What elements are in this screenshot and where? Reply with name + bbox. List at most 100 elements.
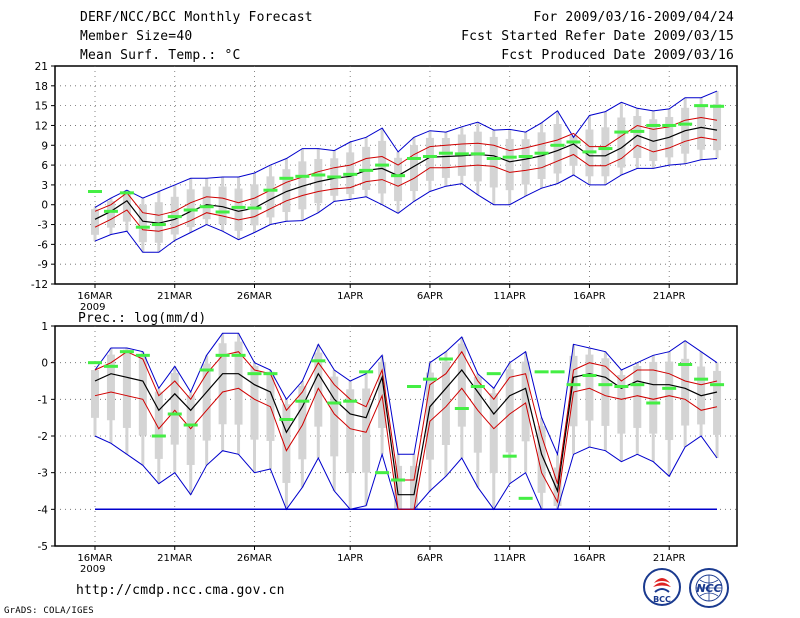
prec-xtick-label: 16APR — [573, 553, 606, 564]
temp-obs-marker — [119, 191, 134, 195]
prec-box — [521, 361, 530, 442]
temp-mean-line — [94, 126, 718, 224]
prec-box — [585, 354, 594, 421]
prec-obs-marker — [103, 364, 118, 368]
footer-url[interactable]: http://cmdp.ncc.cma.gov.cn — [76, 583, 285, 598]
temp-obs-marker — [470, 152, 485, 156]
temp-xtick-label: 16MAR — [77, 291, 112, 302]
prec-obs-marker — [327, 401, 342, 405]
prec-box — [138, 354, 147, 436]
prec-box — [234, 341, 243, 425]
temp-box — [521, 139, 530, 185]
prec-obs-marker — [343, 399, 358, 403]
prec-box — [282, 404, 291, 483]
temp-ytick-label: 15 — [35, 101, 48, 113]
temp-box — [282, 169, 291, 213]
prec-box — [489, 393, 498, 474]
prec-box — [91, 370, 99, 418]
temp-box — [569, 135, 578, 166]
prec-obs-marker — [135, 353, 150, 357]
prec-box — [425, 372, 434, 460]
prec-obs-marker — [199, 368, 214, 372]
prec-obs-marker — [231, 353, 246, 357]
temp-upper-spread-line — [94, 116, 718, 216]
temp-obs-marker — [566, 140, 581, 144]
prec-lower-spread-line — [94, 387, 718, 510]
temp-obs-marker — [151, 223, 166, 227]
prec-box — [154, 391, 163, 459]
temp-box — [250, 184, 259, 226]
prec-box — [649, 361, 658, 434]
prec-xtick-label: 16MAR — [77, 553, 112, 564]
prec-obs-marker — [582, 374, 597, 377]
temp-box — [122, 191, 131, 222]
prec-xtick-label: 1APR — [337, 553, 363, 564]
prec-box — [362, 388, 371, 473]
temp-box — [697, 106, 706, 150]
prec-obs-marker — [407, 385, 421, 388]
prec-obs-marker — [566, 383, 581, 387]
temp-ytick-label: 0 — [41, 200, 48, 212]
temp-ytick-label: 3 — [41, 180, 48, 192]
prec-obs-marker — [375, 471, 390, 475]
temp-obs-marker — [534, 151, 549, 155]
temp-box — [410, 145, 418, 192]
temp-box — [266, 176, 275, 218]
temp-ytick-label: -3 — [38, 220, 48, 232]
grads-credit: GrADS: COLA/IGES — [4, 606, 94, 616]
temp-obs-marker — [614, 130, 629, 134]
prec-obs-marker — [486, 372, 501, 376]
temp-box — [154, 202, 163, 243]
temp-box — [202, 186, 211, 220]
prec-box — [394, 465, 403, 510]
temp-box — [713, 104, 722, 151]
prec-obs-marker — [598, 383, 613, 387]
temp-box — [138, 204, 147, 243]
prec-obs-marker — [215, 353, 230, 357]
prec-obs-marker — [167, 412, 182, 416]
prec-box — [441, 361, 450, 445]
prec-obs-marker — [662, 386, 677, 390]
temp-ytick-label: -9 — [38, 259, 48, 271]
chart-title: DERF/NCC/BCC Monthly Forecast — [80, 10, 313, 25]
bcc-logo: BCC — [642, 567, 682, 607]
prec-xtick-label: 6APR — [417, 553, 443, 564]
temp-box — [553, 124, 562, 174]
temp-xtick-label: 21APR — [653, 291, 686, 302]
temp-ytick-label: -6 — [38, 239, 49, 251]
prec-obs-marker — [502, 454, 517, 458]
temp-box — [378, 140, 387, 194]
prec-box — [505, 369, 514, 453]
temp-box — [505, 138, 514, 191]
prec-box — [617, 374, 626, 434]
temp-panel: -12 -9 -6 -3 0 3 6 9 12 15 18 21 16MAR 21MAR 26MAR 1APR… — [31, 61, 738, 313]
temp-max-line — [94, 90, 718, 208]
prec-obs-marker — [391, 478, 406, 482]
prec-obs-marker — [694, 377, 709, 381]
temp-obs-marker — [630, 129, 645, 133]
prec-box — [569, 355, 578, 427]
prec-box — [633, 365, 642, 428]
temp-obs-marker — [343, 172, 358, 176]
forecast-started: Fcst Started Refer Date 2009/03/15 — [461, 29, 734, 44]
temp-box — [218, 186, 227, 225]
temp-xtick-label: 21MAR — [157, 291, 192, 302]
ncc-logo: NCC — [688, 567, 730, 609]
temp-obs-marker — [422, 155, 437, 159]
temp-obs-marker — [518, 155, 533, 159]
prec-obs-marker — [295, 399, 310, 403]
temp-box — [425, 137, 434, 181]
temp-obs-marker — [231, 205, 246, 209]
prec-obs-marker — [119, 350, 134, 354]
prec-obs-marker — [454, 407, 469, 410]
prec-obs-marker — [183, 423, 198, 427]
prec-xtick-label: 26MAR — [237, 553, 272, 564]
temp-obs-marker — [582, 150, 597, 154]
prec-obs-marker — [470, 385, 485, 388]
prec-obs-marker — [359, 370, 374, 374]
prec-ytick-label: -1 — [38, 394, 48, 406]
prec-obs-marker — [534, 370, 549, 374]
temp-obs-marker — [375, 163, 390, 167]
prec-obs-marker — [678, 363, 693, 366]
temp-obs-marker — [215, 210, 230, 214]
